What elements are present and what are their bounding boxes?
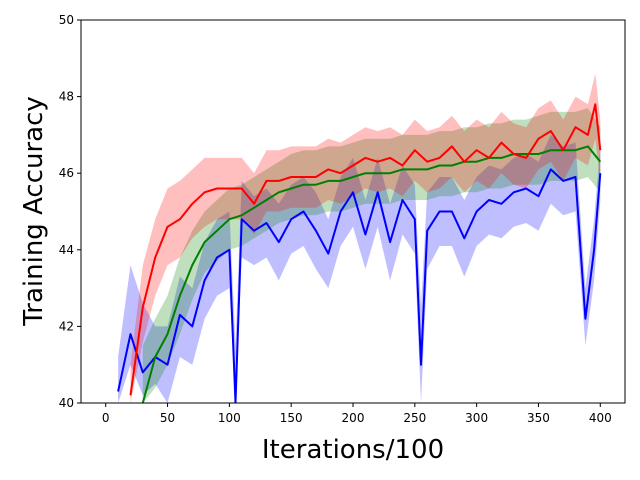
y-tick-label: 48: [59, 90, 74, 104]
y-tick-label: 42: [59, 319, 74, 333]
x-tick-label: 250: [403, 411, 426, 425]
series-lines: [117, 103, 602, 403]
y-tick-label: 50: [59, 13, 74, 27]
series-2-line: [129, 103, 602, 396]
y-tick-label: 40: [59, 396, 74, 410]
y-axis-ticks: 40 42 44 46 48 50: [59, 13, 81, 410]
series-1-line: [141, 145, 602, 403]
x-tick-label: 150: [280, 411, 303, 425]
confidence-bands: [118, 73, 601, 403]
x-tick-label: 100: [218, 411, 241, 425]
y-tick-label: 44: [59, 243, 74, 257]
x-tick-label: 200: [342, 411, 365, 425]
series-0-line: [117, 168, 602, 403]
series-0-band: [118, 134, 601, 403]
x-tick-label: 350: [527, 411, 550, 425]
x-tick-label: 50: [160, 411, 175, 425]
x-tick-label: 300: [465, 411, 488, 425]
series-2-band: [130, 73, 601, 403]
x-axis-ticks: 0 50 100 150 200 250 300 350 400: [102, 403, 612, 425]
y-tick-label: 46: [59, 166, 74, 180]
x-tick-label: 400: [589, 411, 612, 425]
series-1-band: [142, 108, 601, 403]
x-tick-label: 0: [102, 411, 110, 425]
x-axis-label: Iterations/100: [262, 435, 444, 465]
y-axis-label: Training Accuracy: [19, 96, 49, 327]
